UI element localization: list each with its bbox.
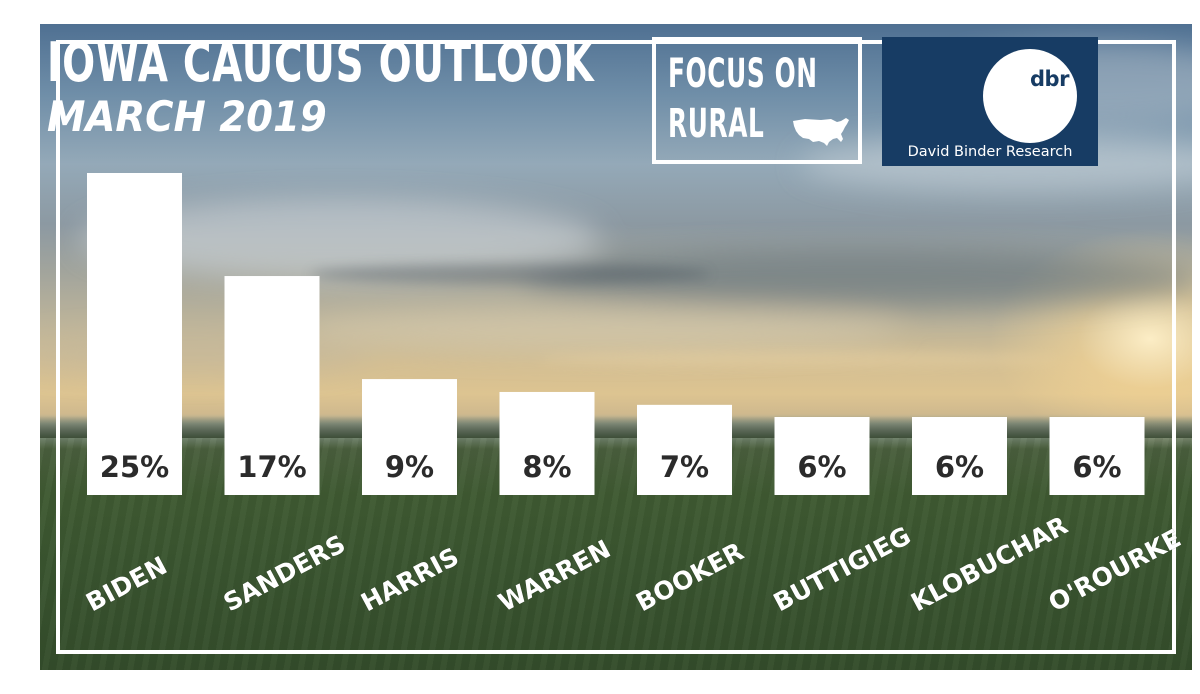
bar-value-label: 6%: [1072, 450, 1121, 484]
bar-orourke: [1049, 417, 1145, 495]
category-label: BUTTIGIEG: [769, 521, 916, 617]
bar-warren: [499, 391, 595, 495]
title-block: IOWA CAUCUS OUTLOOK MARCH 2019: [47, 34, 807, 140]
category-label: KLOBUCHAR: [906, 511, 1072, 618]
dbr-circle-mark: dbr: [983, 49, 1077, 143]
bar-value-label: 9%: [385, 450, 434, 484]
chart-subtitle: MARCH 2019: [47, 92, 327, 141]
bar-value-label: 25%: [100, 450, 169, 484]
focus-logo-line1: FOCUS ON: [668, 51, 818, 97]
bar-booker: [637, 404, 732, 495]
category-label: WARREN: [494, 534, 616, 617]
bar-klobuchar: [912, 417, 1007, 495]
horizon-treeline: [40, 416, 1192, 438]
bar-biden: [87, 173, 182, 495]
dbr-wordmark: dbr: [1030, 67, 1069, 91]
usa-map-icon: [793, 118, 849, 146]
bar-harris: [362, 379, 457, 495]
category-label: BOOKER: [631, 537, 748, 618]
bar-buttigieg: [774, 417, 870, 495]
bar-value-label: 6%: [935, 450, 984, 484]
bar-sanders: [224, 276, 320, 495]
bar-value-label: 6%: [797, 450, 846, 484]
focus-logo-line2: RURAL: [668, 101, 765, 147]
dbr-company-name: David Binder Research: [907, 144, 1073, 160]
focus-on-rural-logo: FOCUS ON RURAL: [652, 37, 862, 164]
inner-white-frame: [56, 40, 1176, 654]
chart-title: IOWA CAUCUS OUTLOOK: [47, 31, 595, 94]
category-label: HARRIS: [356, 542, 463, 617]
david-binder-research-logo: dbr David Binder Research: [882, 37, 1098, 166]
category-label: SANDERS: [219, 529, 350, 617]
bar-value-label: 17%: [237, 450, 306, 484]
category-label: BIDEN: [81, 551, 172, 618]
bar-value-label: 8%: [522, 450, 571, 484]
bar-value-label: 7%: [660, 450, 709, 484]
